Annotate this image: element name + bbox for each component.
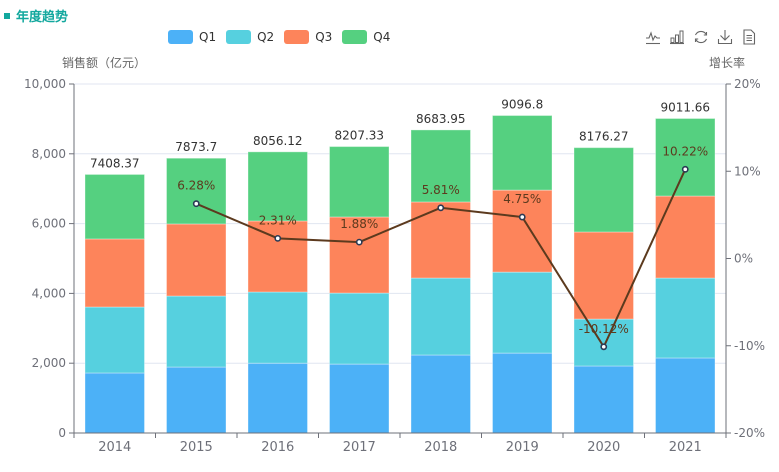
legend-item-q3[interactable]: Q3: [284, 30, 332, 44]
y-right-tick-label: -10%: [734, 339, 765, 353]
legend-swatch-q3: [284, 30, 310, 44]
restore-icon[interactable]: [693, 29, 709, 45]
growth-rate-label: 6.28%: [177, 179, 215, 193]
legend-item-q1[interactable]: Q1: [168, 30, 216, 44]
x-tick-label: 2021: [669, 440, 702, 455]
bar-q1: [655, 357, 716, 434]
y-axis-left-name: 销售额（亿元）: [62, 56, 147, 70]
bar-q1: [492, 352, 553, 434]
y-left-tick-label: 8,000: [32, 147, 66, 161]
bar-q2: [329, 292, 390, 365]
x-tick-label: 2020: [587, 440, 620, 455]
growth-rate-label: 4.75%: [503, 192, 541, 206]
y-left-tick-label: 0: [58, 426, 66, 440]
growth-rate-label: 1.88%: [340, 217, 378, 231]
growth-rate-point: [681, 165, 689, 173]
x-tick-label: 2019: [506, 440, 539, 455]
y-right-tick-label: 20%: [734, 77, 761, 91]
bar-q2: [573, 318, 634, 367]
bar-total-label: 7873.7: [175, 140, 217, 154]
bar-q1: [573, 365, 634, 434]
download-icon[interactable]: [717, 29, 733, 45]
growth-rate-point: [518, 213, 526, 221]
bar-q4: [655, 117, 716, 197]
legend-swatch-q1: [168, 30, 193, 44]
bar-q4: [84, 173, 145, 240]
x-tick-label: 2017: [343, 440, 376, 455]
growth-rate-label: -10.12%: [579, 322, 629, 336]
x-tick-label: 2018: [424, 440, 457, 455]
legend: Q1 Q2 Q3 Q4: [168, 30, 400, 44]
legend-swatch-q2: [226, 30, 252, 44]
x-tick-label: 2016: [261, 440, 294, 455]
legend-item-q4[interactable]: Q4: [342, 30, 390, 44]
bar-q4: [492, 115, 553, 191]
bar-total-label: 9011.66: [660, 100, 710, 114]
growth-rate-point: [355, 238, 363, 246]
bar-q1: [410, 354, 471, 434]
bar-q2: [492, 271, 553, 354]
chart-title: 年度趋势: [4, 6, 68, 25]
bar-q1: [247, 362, 308, 434]
bar-q3: [492, 189, 553, 273]
bar-q3: [166, 223, 227, 297]
bar-total-label: 7408.37: [90, 156, 140, 170]
x-tick-label: 2014: [98, 440, 131, 455]
bar-q1: [166, 366, 227, 434]
legend-item-q2[interactable]: Q2: [226, 30, 274, 44]
y-right-tick-label: -20%: [734, 426, 765, 440]
bar-q3: [573, 231, 634, 320]
bar-q3: [247, 220, 308, 293]
line-chart-icon[interactable]: [645, 29, 661, 45]
y-left-tick-label: 6,000: [32, 217, 66, 231]
bar-q3: [84, 238, 145, 308]
bar-total-label: 8207.33: [334, 129, 384, 143]
bar-total-label: 8176.27: [579, 130, 629, 144]
y-left-tick-label: 2,000: [32, 356, 66, 370]
growth-rate-point: [192, 200, 200, 208]
x-tick-label: 2015: [180, 440, 213, 455]
y-axis-right-name: 增长率: [709, 56, 746, 70]
toolbox: [645, 29, 757, 45]
bar-q3: [655, 195, 716, 279]
bar-q3: [329, 216, 390, 294]
bar-q1: [329, 363, 390, 434]
growth-rate-point: [437, 204, 445, 212]
bar-q2: [410, 277, 471, 356]
bar-q2: [655, 277, 716, 359]
title-marker-icon: [4, 12, 10, 19]
growth-rate-point: [600, 343, 608, 351]
legend-label-q2: Q2: [257, 30, 275, 44]
growth-rate-point: [274, 234, 282, 242]
legend-label-q4: Q4: [373, 30, 391, 44]
bar-q2: [247, 291, 308, 364]
y-right-tick-label: 10%: [734, 164, 761, 178]
y-left-tick-label: 10,000: [24, 77, 66, 91]
bar-q4: [247, 151, 308, 222]
growth-rate-label: 2.31%: [259, 213, 297, 227]
bar-q3: [410, 201, 471, 279]
growth-rate-label: 10.22%: [662, 144, 708, 158]
legend-label-q3: Q3: [315, 30, 333, 44]
bar-total-label: 8056.12: [253, 134, 303, 148]
bar-q4: [573, 147, 634, 233]
bar-q2: [84, 306, 145, 374]
legend-swatch-q4: [342, 30, 368, 44]
chart-title-text: 年度趋势: [16, 10, 69, 25]
y-right-tick-label: 0%: [734, 252, 753, 266]
bar-q1: [84, 372, 145, 434]
bar-total-label: 9096.8: [501, 98, 543, 112]
legend-label-q1: Q1: [199, 30, 217, 44]
bar-q2: [166, 295, 227, 368]
bar-chart-icon[interactable]: [669, 29, 685, 45]
y-left-tick-label: 4,000: [32, 286, 66, 300]
bar-q4: [329, 146, 390, 218]
data-view-icon[interactable]: [741, 29, 757, 45]
bar-total-label: 8683.95: [416, 112, 466, 126]
growth-rate-label: 5.81%: [422, 183, 460, 197]
bar-q4: [410, 129, 471, 203]
